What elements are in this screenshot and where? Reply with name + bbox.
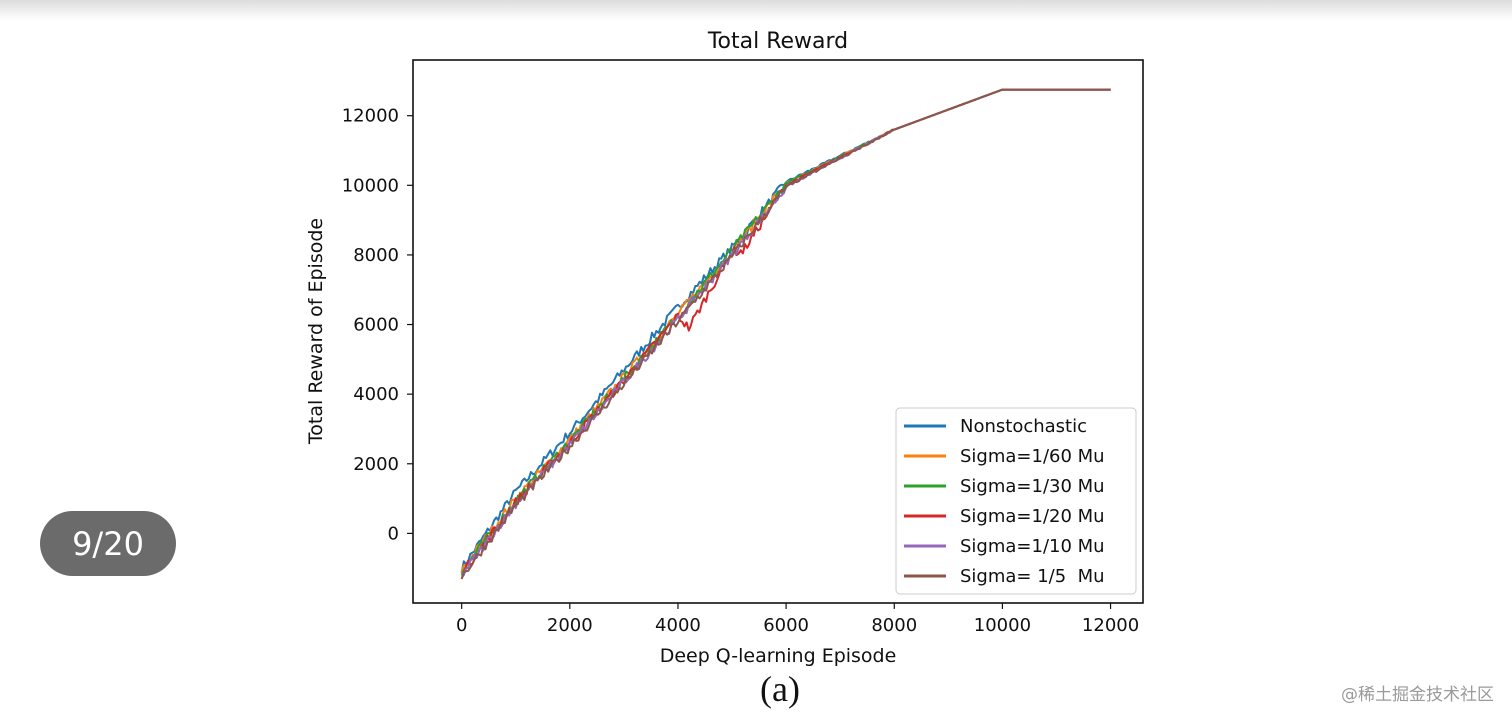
legend-label: Sigma=1/20 Mu [960,506,1105,527]
x-tick-label: 2000 [547,615,593,636]
series-line-6 [460,88,1111,580]
x-axis-label: Deep Q-learning Episode [660,645,897,667]
y-tick-label: 6000 [353,315,399,336]
x-tick-label: 6000 [763,615,809,636]
y-tick-label: 10000 [342,175,399,196]
legend-label: Sigma=1/30 Mu [960,476,1105,497]
watermark: @稀土掘金技术社区 [1341,685,1494,705]
y-tick-label: 2000 [353,454,399,475]
y-tick-label: 0 [388,523,399,544]
top-bar-shadow [0,0,1512,20]
x-tick-label: 8000 [871,615,917,636]
legend-label: Sigma= 1/5 Mu [960,566,1105,587]
x-tick-label: 12000 [1082,615,1139,636]
chart-title: Total Reward [707,29,848,54]
legend: Nonstochastic Sigma=1/60 Mu Sigma=1/30 Mu S… [895,407,1137,595]
plot-area [412,59,1144,604]
figure-caption: (a) [760,669,800,709]
legend-box [895,407,1137,595]
x-tick-label: 10000 [974,615,1031,636]
page-indicator[interactable]: 9/20 [40,511,176,576]
y-tick-label: 4000 [353,384,399,405]
legend-label: Sigma=1/10 Mu [960,536,1105,557]
legend-label: Sigma=1/60 Mu [960,446,1105,467]
x-tick-label: 4000 [655,615,701,636]
y-tick-label: 12000 [342,106,399,127]
x-tick-label: 0 [456,615,467,636]
y-axis-label: Total Reward of Episode [305,218,327,445]
legend-label: Nonstochastic [960,416,1087,437]
y-tick-label: 8000 [353,245,399,266]
